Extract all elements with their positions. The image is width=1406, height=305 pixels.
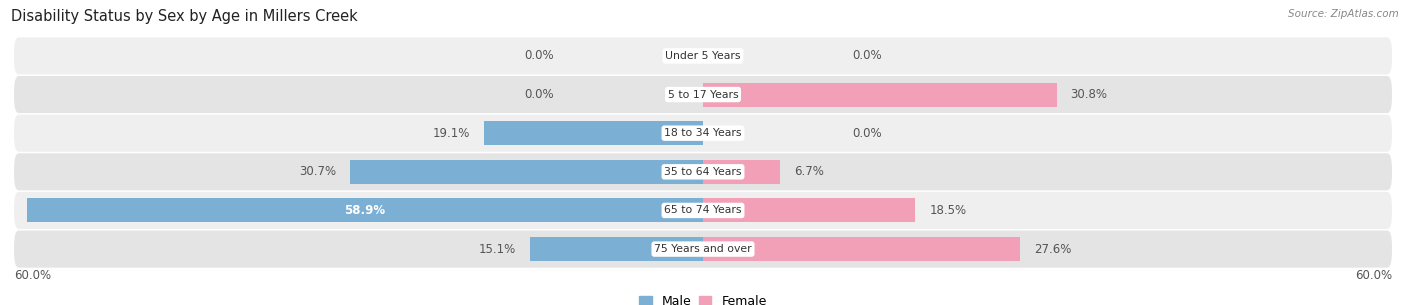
FancyBboxPatch shape xyxy=(14,115,1392,152)
Bar xyxy=(703,160,780,184)
Text: 0.0%: 0.0% xyxy=(524,49,554,63)
Text: 0.0%: 0.0% xyxy=(852,127,882,140)
Text: 30.8%: 30.8% xyxy=(1070,88,1108,101)
Text: 27.6%: 27.6% xyxy=(1033,242,1071,256)
Bar xyxy=(703,199,915,222)
Text: 35 to 64 Years: 35 to 64 Years xyxy=(664,167,742,177)
Text: Disability Status by Sex by Age in Millers Creek: Disability Status by Sex by Age in Mille… xyxy=(11,9,359,24)
Text: 19.1%: 19.1% xyxy=(433,127,470,140)
Text: Under 5 Years: Under 5 Years xyxy=(665,51,741,61)
Text: 75 Years and over: 75 Years and over xyxy=(654,244,752,254)
Text: 58.9%: 58.9% xyxy=(344,204,385,217)
Text: 65 to 74 Years: 65 to 74 Years xyxy=(664,206,742,215)
Text: 6.7%: 6.7% xyxy=(794,165,824,178)
Text: 0.0%: 0.0% xyxy=(852,49,882,63)
FancyBboxPatch shape xyxy=(14,231,1392,267)
Text: 18.5%: 18.5% xyxy=(929,204,966,217)
Text: 60.0%: 60.0% xyxy=(1355,269,1392,282)
Bar xyxy=(484,121,703,145)
Text: 18 to 34 Years: 18 to 34 Years xyxy=(664,128,742,138)
Text: 0.0%: 0.0% xyxy=(524,88,554,101)
Bar xyxy=(350,160,703,184)
Text: 5 to 17 Years: 5 to 17 Years xyxy=(668,90,738,99)
Bar xyxy=(530,237,703,261)
FancyBboxPatch shape xyxy=(14,76,1392,113)
Text: 30.7%: 30.7% xyxy=(299,165,336,178)
Text: 15.1%: 15.1% xyxy=(478,242,516,256)
Legend: Male, Female: Male, Female xyxy=(634,290,772,305)
Bar xyxy=(27,199,703,222)
Bar xyxy=(703,83,1057,106)
Text: 60.0%: 60.0% xyxy=(14,269,51,282)
Text: Source: ZipAtlas.com: Source: ZipAtlas.com xyxy=(1288,9,1399,19)
FancyBboxPatch shape xyxy=(14,153,1392,190)
FancyBboxPatch shape xyxy=(14,38,1392,74)
Bar xyxy=(703,237,1019,261)
FancyBboxPatch shape xyxy=(14,192,1392,229)
